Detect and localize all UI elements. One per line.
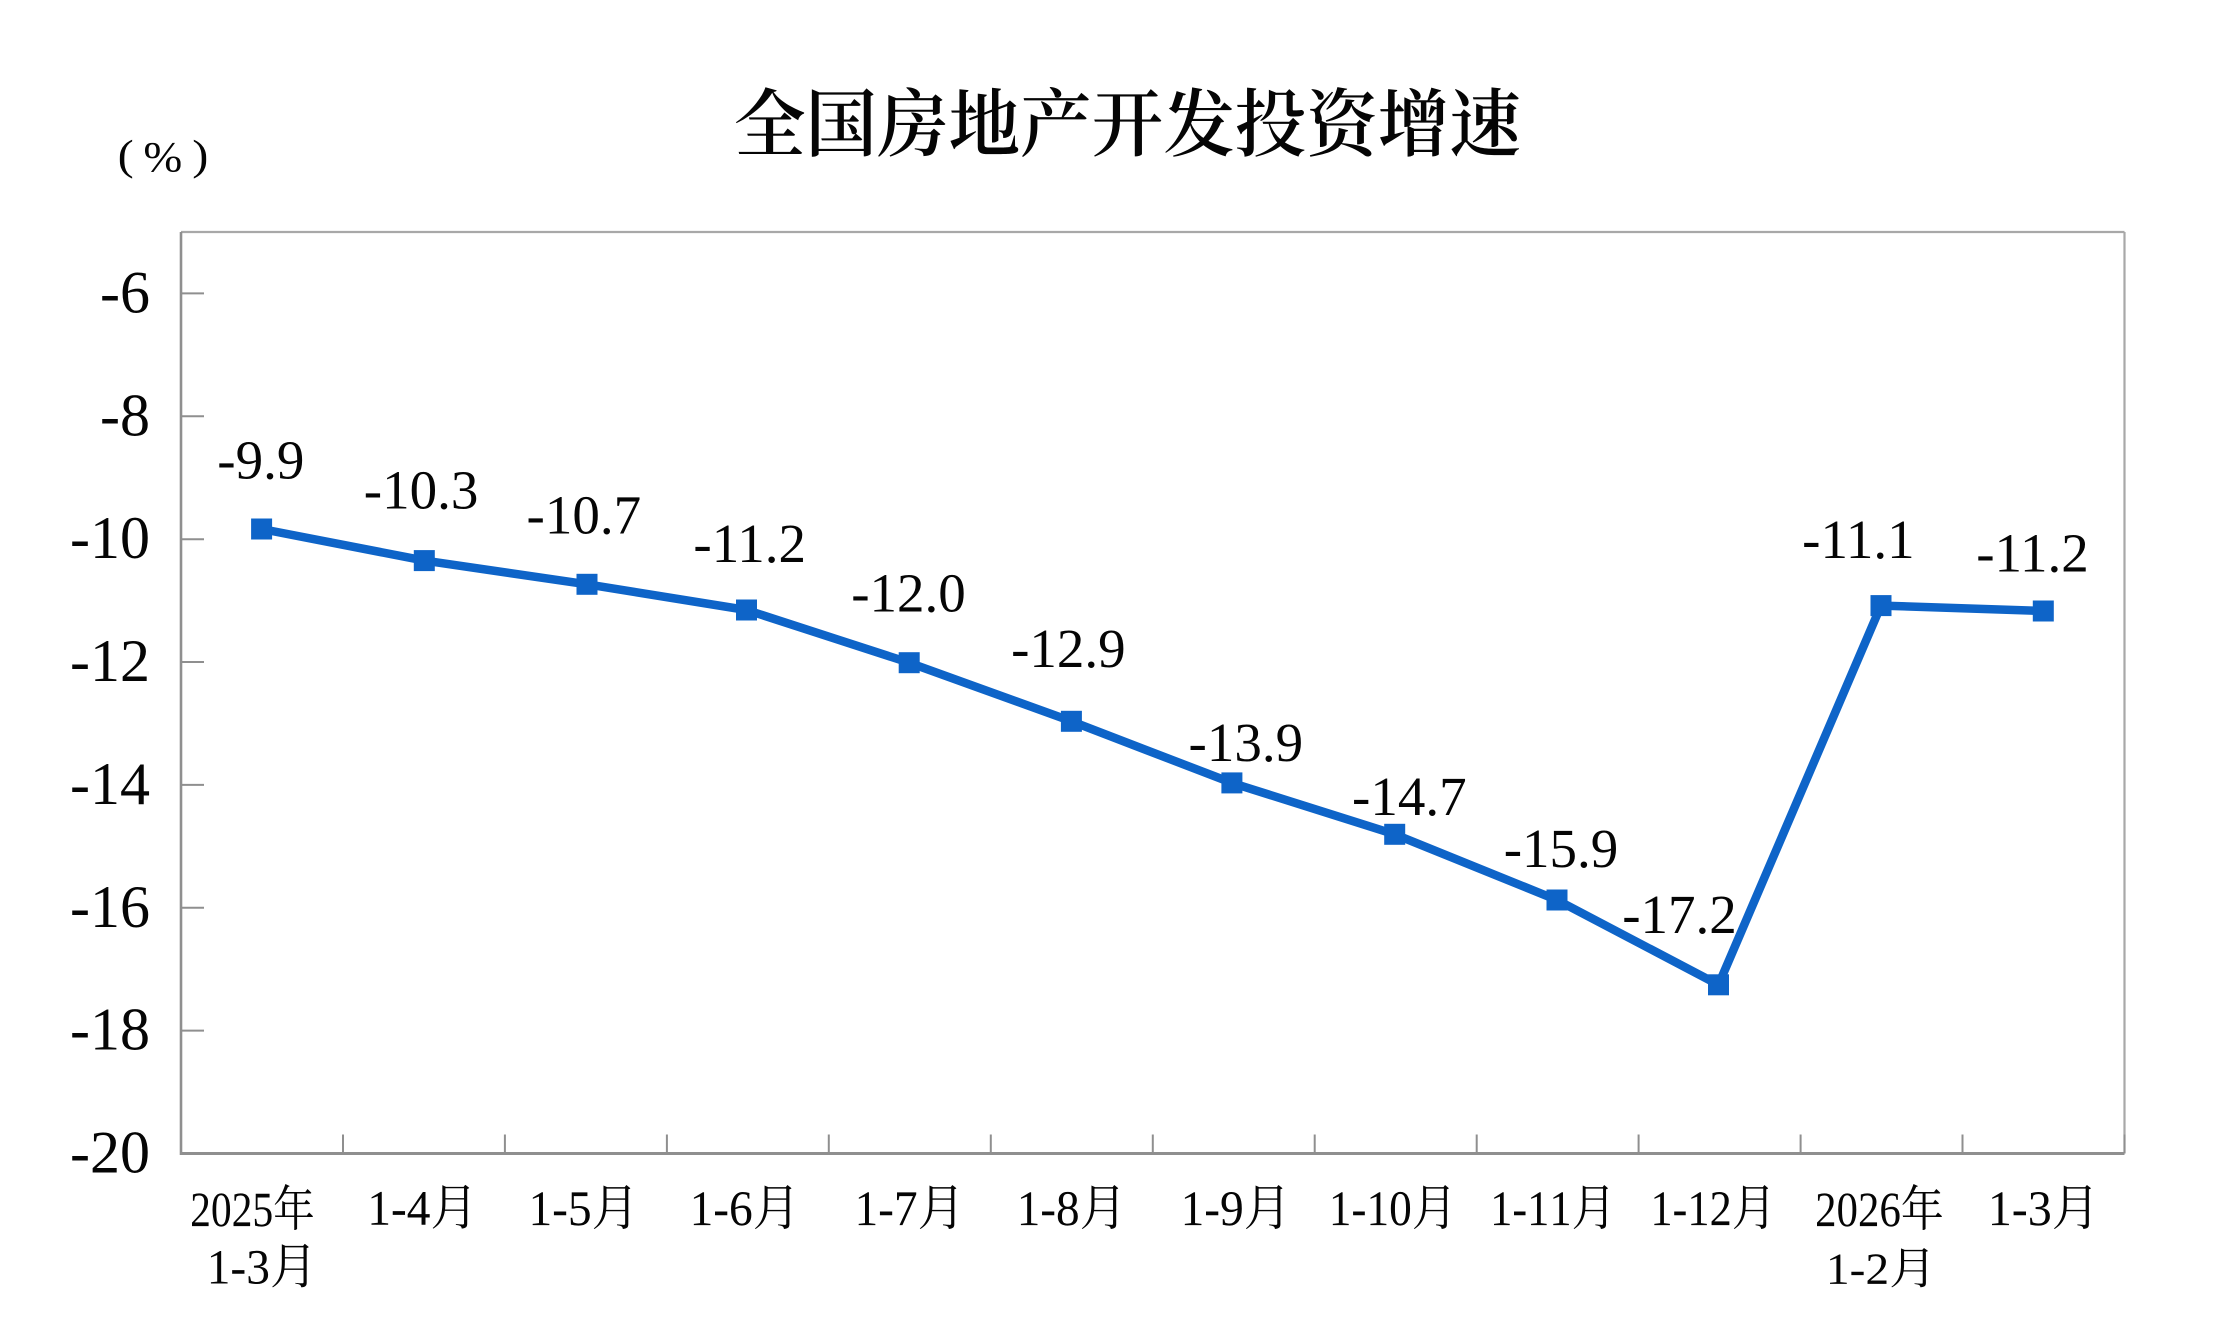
svg-text:-10.7: -10.7	[527, 485, 642, 546]
svg-text:-14: -14	[70, 751, 150, 817]
svg-text:-12.9: -12.9	[1011, 618, 1126, 679]
svg-text:-8: -8	[100, 382, 150, 448]
svg-text:-20: -20	[70, 1120, 150, 1186]
svg-text:-10: -10	[70, 505, 150, 571]
svg-text:-14.7: -14.7	[1352, 766, 1467, 827]
svg-text:-13.9: -13.9	[1189, 712, 1304, 773]
svg-text:-11.2: -11.2	[1976, 522, 2089, 583]
svg-text:-17.2: -17.2	[1622, 884, 1737, 945]
svg-text:-16: -16	[70, 874, 150, 940]
svg-text:-10.3: -10.3	[364, 459, 479, 520]
svg-text:-11.1: -11.1	[1802, 509, 1915, 570]
svg-text:-18: -18	[70, 997, 150, 1063]
svg-text:-12: -12	[70, 628, 150, 694]
svg-text:-9.9: -9.9	[217, 429, 304, 490]
svg-text:-11.2: -11.2	[693, 513, 806, 574]
svg-text:-15.9: -15.9	[1504, 818, 1619, 879]
svg-text:-6: -6	[100, 259, 150, 325]
svg-text:-12.0: -12.0	[851, 562, 966, 623]
